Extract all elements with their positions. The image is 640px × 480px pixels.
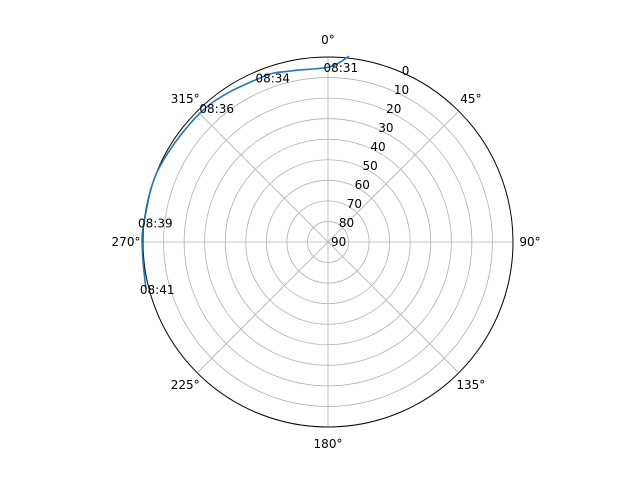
r-tick-label: 50	[362, 159, 377, 173]
r-tick-label: 40	[370, 140, 385, 154]
time-annotation: 08:31	[324, 61, 359, 75]
time-annotation: 08:36	[199, 102, 234, 116]
grid-spoke	[196, 110, 329, 243]
theta-tick-label: 90°	[519, 235, 540, 249]
time-annotation: 08:34	[255, 71, 290, 85]
angular-tick-labels: 0° 45° 90° 135° 180° 225° 270° 315°	[112, 33, 541, 451]
r-tick-label: 30	[378, 121, 393, 135]
grid-spoke	[327, 110, 460, 243]
polar-grid	[143, 57, 513, 427]
theta-tick-label: 0°	[321, 33, 335, 47]
theta-tick-label: 135°	[456, 378, 485, 392]
time-annotation: 08:41	[140, 283, 175, 297]
theta-tick-label: 180°	[314, 437, 343, 451]
series-line	[141, 55, 350, 290]
theta-tick-label: 45°	[460, 92, 481, 106]
theta-tick-label: 315°	[171, 92, 200, 106]
radial-tick-labels: 0 10 20 30 40 50 60 70 80 90	[331, 64, 409, 249]
polar-outer-frame	[142, 56, 514, 428]
r-tick-label: 70	[347, 197, 362, 211]
series-group	[141, 55, 350, 290]
time-annotation: 08:39	[138, 217, 173, 231]
theta-tick-label: 270°	[112, 235, 141, 249]
r-tick-label: 80	[339, 216, 354, 230]
r-tick-label: 10	[394, 83, 409, 97]
time-annotations: 08:31 08:34 08:36 08:39 08:41	[138, 61, 358, 297]
grid-spoke	[327, 241, 460, 374]
grid-spoke	[196, 241, 329, 374]
theta-tick-label: 225°	[171, 378, 200, 392]
r-tick-label: 90	[331, 235, 346, 249]
r-tick-label: 20	[386, 102, 401, 116]
r-tick-label: 60	[355, 178, 370, 192]
r-tick-label: 0	[402, 64, 410, 78]
